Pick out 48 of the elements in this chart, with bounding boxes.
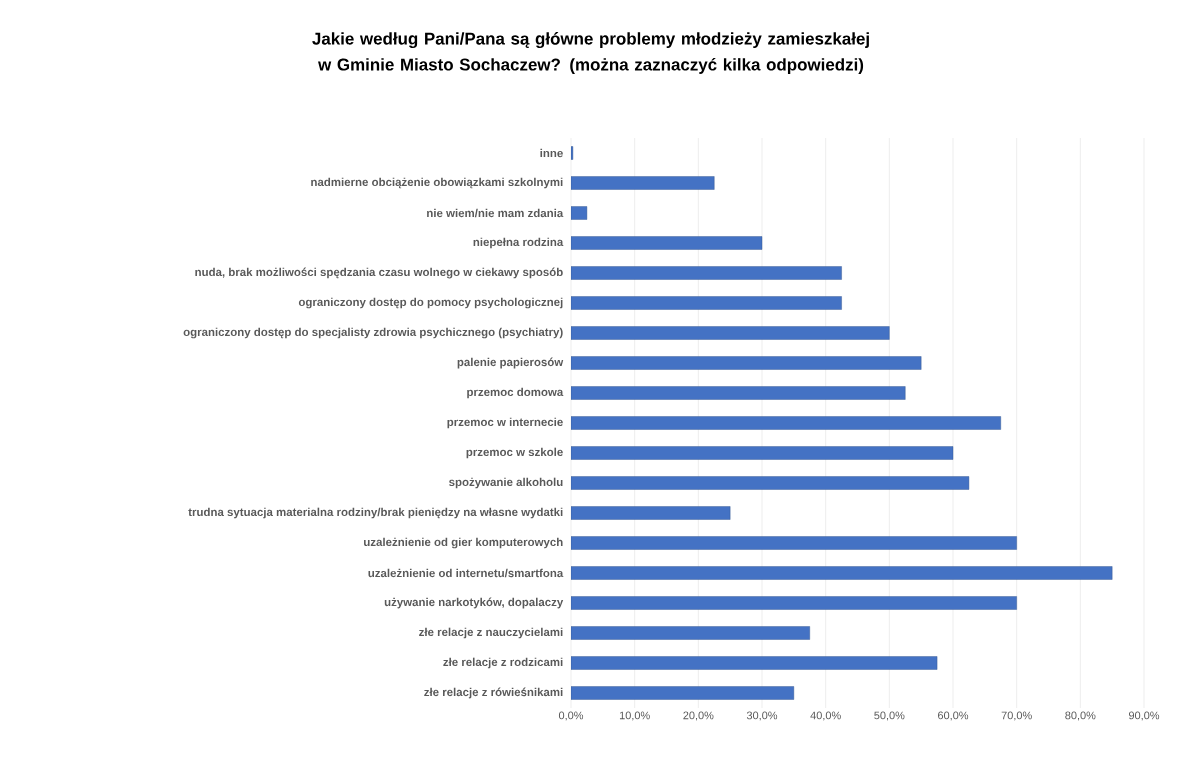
y-tick-label: przemoc w szkole xyxy=(466,447,563,459)
bar xyxy=(571,656,938,670)
y-tick-label: uzależnienie od gier komputerowych xyxy=(364,537,563,549)
bar xyxy=(571,266,842,280)
y-tick-label: ograniczony dostęp do specjalisty zdrowia psychicznego (psychiatry) xyxy=(183,327,563,339)
bar xyxy=(571,206,588,220)
bar xyxy=(571,566,1113,580)
y-tick-label: złe relacje z rodzicami xyxy=(443,657,563,669)
y-tick-label: złe relacje z rówieśnikami xyxy=(424,687,563,699)
y-tick-label: spożywanie alkoholu xyxy=(449,477,563,489)
bar xyxy=(571,506,731,520)
bar xyxy=(571,236,763,250)
y-tick-label: przemoc w internecie xyxy=(447,417,563,429)
bar xyxy=(571,386,906,400)
bar xyxy=(571,596,1017,610)
y-tick-label: trudna sytuacja materialna rodziny/brak pieniędzy na własne wydatki xyxy=(188,507,563,519)
y-tick-label: inne xyxy=(540,148,563,158)
y-tick-label: nie wiem/nie mam zdania xyxy=(427,208,564,218)
bar xyxy=(571,626,810,640)
y-tick-label: ograniczony dostęp do pomocy psychologicznej xyxy=(298,297,563,309)
y-tick-label: uzależnienie od internetu/smartfona xyxy=(368,568,564,578)
y-tick-label: złe relacje z nauczycielami xyxy=(419,627,563,639)
bar xyxy=(571,446,954,460)
bar xyxy=(571,176,715,190)
y-tick-label: palenie papierosów xyxy=(457,357,564,369)
y-tick-label: niepełna rodzina xyxy=(473,237,564,249)
y-tick-label: nuda, brak możliwości spędzania czasu wolnego w ciekawy sposób xyxy=(195,267,563,279)
x-tick-label: 0,0% xyxy=(558,711,584,721)
bar xyxy=(571,356,922,370)
x-tick-label: 80,0% xyxy=(1065,711,1096,721)
x-tick-label: 50,0% xyxy=(874,711,905,721)
y-tick-label: używanie narkotyków, dopalaczy xyxy=(384,597,564,609)
bar xyxy=(571,476,970,490)
y-tick-label: nadmierne obciążenie obowiązkami szkolnymi xyxy=(311,177,563,189)
chart-title: Jakie według Pani/Pana są główne problemy młodzieży zamieszkałej w Gminie Miasto Sochaczew? (można zaznaczyć kilka odpowiedzi) xyxy=(312,32,869,74)
x-tick-label: 10,0% xyxy=(619,711,650,721)
x-tick-label: 60,0% xyxy=(938,711,969,721)
x-tick-label: 20,0% xyxy=(683,711,714,721)
y-tick-label: przemoc domowa xyxy=(467,387,564,399)
bar xyxy=(571,296,842,310)
bar xyxy=(571,686,795,700)
bar xyxy=(571,536,1017,550)
x-tick-label: 40,0% xyxy=(810,711,841,721)
x-tick-label: 70,0% xyxy=(1001,711,1032,721)
x-tick-label: 30,0% xyxy=(746,711,778,721)
bar xyxy=(571,416,1001,430)
x-tick-label: 90,0% xyxy=(1128,711,1160,721)
bar xyxy=(571,326,890,340)
